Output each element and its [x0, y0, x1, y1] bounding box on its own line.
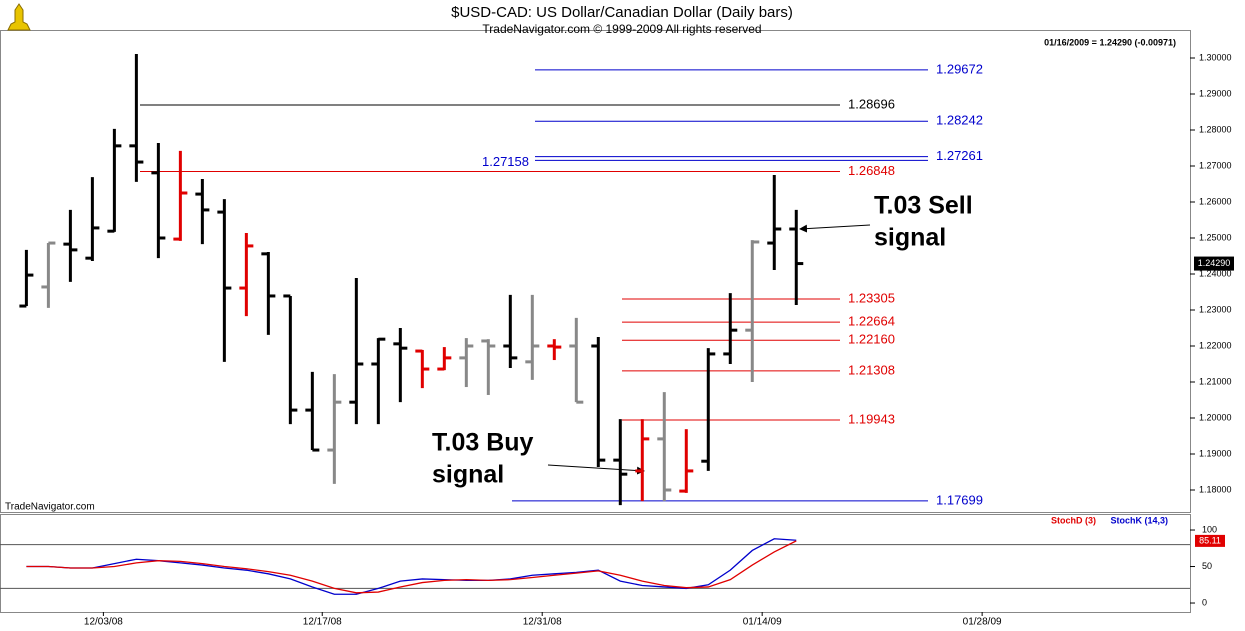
- level-label: 1.23305: [848, 290, 895, 305]
- y-tick-label: 1.22000: [1199, 340, 1232, 350]
- level-label: 1.27158: [482, 154, 529, 169]
- x-tick-label: 12/31/08: [523, 617, 562, 628]
- legend-entry: StochD (3): [1051, 515, 1096, 525]
- y-tick-label: 1.19000: [1199, 448, 1232, 458]
- level-label: 1.21308: [848, 362, 895, 377]
- last-value-label: 85.11: [1199, 535, 1221, 545]
- level-label: 1.17699: [936, 492, 983, 507]
- y-tick-label: 1.24000: [1199, 268, 1232, 278]
- annotation: signal: [432, 461, 504, 489]
- last-value-box: [1195, 534, 1225, 547]
- x-tick-label: 12/17/08: [303, 617, 342, 628]
- annotation: T.03 Sell: [874, 192, 973, 220]
- price-panel: [0, 30, 1191, 513]
- last-price-label: 1.24290: [1198, 258, 1231, 268]
- level-label: 1.19943: [848, 411, 895, 426]
- arrow: [547, 464, 645, 475]
- y-tick-label: 100: [1202, 524, 1217, 534]
- y-tick-label: 1.25000: [1199, 232, 1232, 242]
- y-tick-label: 1.23000: [1199, 304, 1232, 314]
- level-label: 1.28696: [848, 96, 895, 111]
- x-tick-label: 01/14/09: [743, 617, 782, 628]
- annotation: T.03 Buy: [432, 429, 534, 457]
- y-tick-label: 1.21000: [1199, 376, 1232, 386]
- y-tick-label: 50: [1202, 561, 1212, 571]
- y-tick-label: 1.20000: [1199, 412, 1232, 422]
- stoch-line: [26, 540, 797, 594]
- watermark: TradeNavigator.com: [5, 502, 95, 513]
- level-label: 1.27261: [936, 148, 983, 163]
- x-tick-label: 12/03/08: [84, 617, 123, 628]
- chart-title: $USD-CAD: US Dollar/Canadian Dollar (Dai…: [451, 4, 793, 21]
- y-tick-label: 1.29000: [1199, 88, 1232, 98]
- level-label: 1.26848: [848, 163, 895, 178]
- y-tick-label: 1.28000: [1199, 124, 1232, 134]
- y-tick-label: 1.18000: [1199, 484, 1232, 494]
- legend-entry: StochK (14,3): [1110, 515, 1168, 525]
- y-tick-label: 1.27000: [1199, 160, 1232, 170]
- status-text: 01/16/2009 = 1.24290 (-0.00971): [1044, 37, 1176, 47]
- stoch-panel: [0, 514, 1191, 613]
- annotation: signal: [874, 224, 946, 252]
- y-tick-label: 1.26000: [1199, 196, 1232, 206]
- y-tick-label: 0: [1202, 597, 1207, 607]
- y-tick-label: 1.30000: [1199, 52, 1232, 62]
- x-tick-label: 01/28/09: [963, 617, 1002, 628]
- level-label: 1.29672: [936, 61, 983, 76]
- level-label: 1.22160: [848, 332, 895, 347]
- last-price-box: [1194, 256, 1234, 271]
- arrow: [799, 224, 871, 233]
- logo: [7, 3, 31, 31]
- chart-subtitle: TradeNavigator.com © 1999-2009 All right…: [482, 22, 761, 36]
- level-label: 1.22664: [848, 314, 895, 329]
- level-label: 1.28242: [936, 113, 983, 128]
